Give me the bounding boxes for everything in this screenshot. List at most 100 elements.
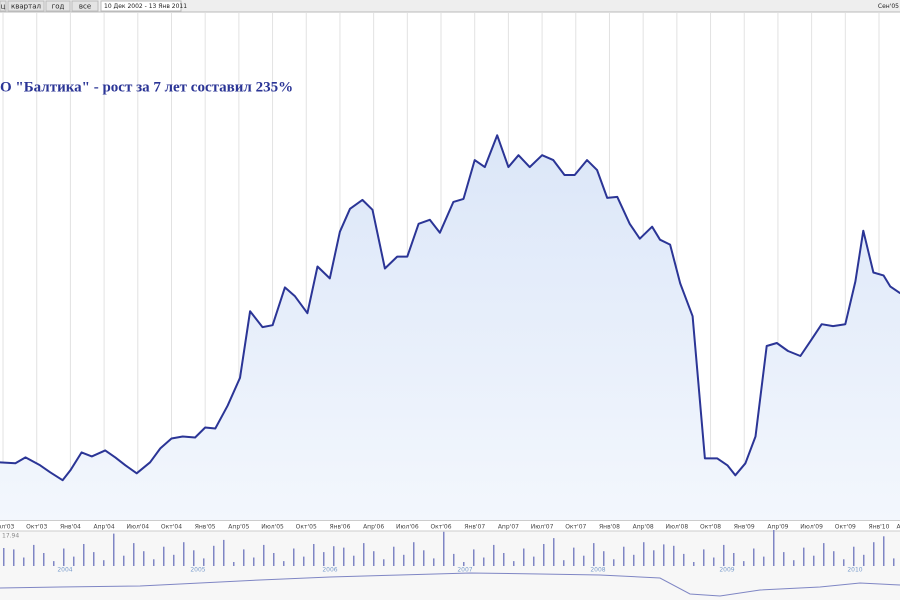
x-tick-label: Июл'06	[396, 524, 419, 531]
volume-bar	[343, 547, 345, 566]
x-tick-label: Янв'09	[734, 524, 755, 531]
area-fill	[0, 135, 900, 520]
navigator-year: 2008	[590, 567, 605, 574]
volume-bar	[883, 536, 885, 566]
volume-bar	[733, 553, 735, 566]
x-tick-label: Янв'07	[464, 524, 485, 531]
volume-bar	[83, 544, 85, 566]
x-tick-label: Июл'05	[261, 524, 284, 531]
volume-bar	[673, 545, 675, 566]
date-range-box	[100, 0, 182, 12]
x-tick-label: Апр'07	[498, 524, 519, 531]
volume-bar	[173, 554, 175, 566]
navigator-line	[0, 572, 900, 597]
toolbar-button[interactable]	[7, 0, 45, 12]
navigator-year: 2004	[57, 567, 72, 574]
volume-bar	[803, 547, 805, 566]
toolbar-button[interactable]	[0, 0, 7, 12]
volume-bar	[643, 542, 645, 566]
toolbar-button-label: квартал	[11, 3, 41, 11]
volume-bar	[63, 548, 65, 566]
volume-bar	[893, 558, 895, 566]
volume-bar	[583, 555, 585, 566]
navigator	[0, 531, 900, 600]
x-tick-label: Апр'10	[897, 524, 900, 531]
volume-bar	[93, 552, 95, 566]
volume-bar	[433, 558, 435, 566]
x-tick-label: Янв'04	[60, 524, 81, 531]
volume-bar	[273, 553, 275, 566]
volume-bar	[723, 544, 725, 566]
volume-bar	[543, 544, 545, 566]
x-tick-label: Апр'04	[94, 524, 115, 531]
volume-bar	[203, 558, 205, 566]
volume-bar	[303, 556, 305, 566]
x-tick-label: Окт'09	[835, 524, 856, 531]
volume-bar	[23, 557, 25, 566]
volume-bar	[73, 556, 75, 566]
volume-bar	[163, 546, 165, 566]
volume-bar	[253, 557, 255, 566]
volume-bar	[533, 556, 535, 566]
volume-bar	[53, 561, 55, 566]
toolbar-button-label: год	[52, 3, 65, 11]
navigator-year: 2007	[457, 567, 472, 574]
x-tick-label: Янв'05	[195, 524, 216, 531]
navigator-year: 2009	[719, 567, 734, 574]
volume-bar	[493, 544, 495, 566]
volume-bar	[773, 530, 775, 566]
volume-bar	[473, 549, 475, 566]
x-tick-label: Июл'07	[531, 524, 554, 531]
volume-bar	[553, 538, 555, 566]
volume-bar	[183, 542, 185, 566]
toolbar-button-label: ц	[1, 3, 6, 11]
volume-bar	[463, 562, 465, 566]
volume-bar	[123, 555, 125, 566]
volume-bar	[313, 544, 315, 566]
navigator-year: 2005	[190, 567, 205, 574]
volume-bar	[353, 555, 355, 566]
volume-bar	[743, 561, 745, 566]
volume-bar	[783, 552, 785, 566]
toolbar-button-label: все	[79, 3, 91, 11]
toolbar	[0, 0, 900, 12]
volume-bar	[213, 545, 215, 566]
volume-bar	[243, 549, 245, 566]
date-range: 10 Дек 2002 - 13 Янв 2011	[104, 3, 187, 10]
volume-bar	[453, 553, 455, 566]
toolbar-button[interactable]	[45, 0, 71, 12]
volume-bar	[703, 549, 705, 566]
volume-bar	[263, 544, 265, 566]
volume-bar	[663, 544, 665, 566]
x-tick-label: Окт'03	[26, 524, 47, 531]
volume-bar	[613, 559, 615, 566]
volume-bar	[393, 546, 395, 566]
volume-bar	[653, 550, 655, 566]
volume-bar	[813, 555, 815, 566]
x-tick-label: Июл'09	[800, 524, 823, 531]
volume-bar	[843, 559, 845, 566]
volume-bar	[373, 551, 375, 566]
chart-title: О "Балтика" - рост за 7 лет составил 235…	[0, 79, 293, 95]
volume-bar	[833, 551, 835, 566]
x-tick-label: Янв'10	[869, 524, 890, 531]
x-tick-label: Окт'07	[565, 524, 586, 531]
volume-bar	[603, 551, 605, 566]
volume-bar	[693, 562, 695, 566]
volume-bar	[713, 557, 715, 566]
x-tick-label: Июл'04	[126, 524, 149, 531]
x-tick-label: Янв'08	[599, 524, 620, 531]
volume-bar	[763, 556, 765, 566]
volume-bar	[593, 543, 595, 566]
volume-bar	[283, 561, 285, 566]
volume-bar	[233, 562, 235, 566]
navigator-year: 2006	[322, 567, 337, 574]
volume-bar	[363, 543, 365, 566]
volume-bar	[573, 547, 575, 566]
volume-bar	[483, 557, 485, 566]
volume-bar	[873, 542, 875, 566]
volume-bar	[753, 548, 755, 566]
toolbar-button[interactable]	[71, 0, 99, 12]
volume-bar	[633, 554, 635, 566]
